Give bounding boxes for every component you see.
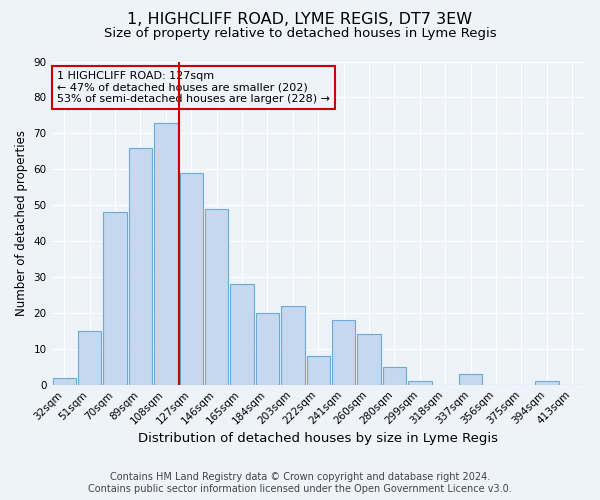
Bar xyxy=(535,381,559,384)
Bar xyxy=(358,334,381,384)
Text: Size of property relative to detached houses in Lyme Regis: Size of property relative to detached ho… xyxy=(104,28,496,40)
Bar xyxy=(78,331,101,384)
Bar xyxy=(179,173,203,384)
Bar xyxy=(459,374,482,384)
X-axis label: Distribution of detached houses by size in Lyme Regis: Distribution of detached houses by size … xyxy=(138,432,498,445)
Bar xyxy=(205,208,229,384)
Bar xyxy=(307,356,330,384)
Text: Contains HM Land Registry data © Crown copyright and database right 2024.
Contai: Contains HM Land Registry data © Crown c… xyxy=(88,472,512,494)
Bar xyxy=(408,381,431,384)
Bar xyxy=(154,122,178,384)
Bar xyxy=(129,148,152,384)
Text: 1, HIGHCLIFF ROAD, LYME REGIS, DT7 3EW: 1, HIGHCLIFF ROAD, LYME REGIS, DT7 3EW xyxy=(127,12,473,28)
Y-axis label: Number of detached properties: Number of detached properties xyxy=(15,130,28,316)
Bar xyxy=(383,367,406,384)
Bar xyxy=(256,313,279,384)
Text: 1 HIGHCLIFF ROAD: 127sqm
← 47% of detached houses are smaller (202)
53% of semi-: 1 HIGHCLIFF ROAD: 127sqm ← 47% of detach… xyxy=(57,71,330,104)
Bar xyxy=(103,212,127,384)
Bar xyxy=(230,284,254,384)
Bar xyxy=(281,306,305,384)
Bar xyxy=(53,378,76,384)
Bar xyxy=(332,320,355,384)
